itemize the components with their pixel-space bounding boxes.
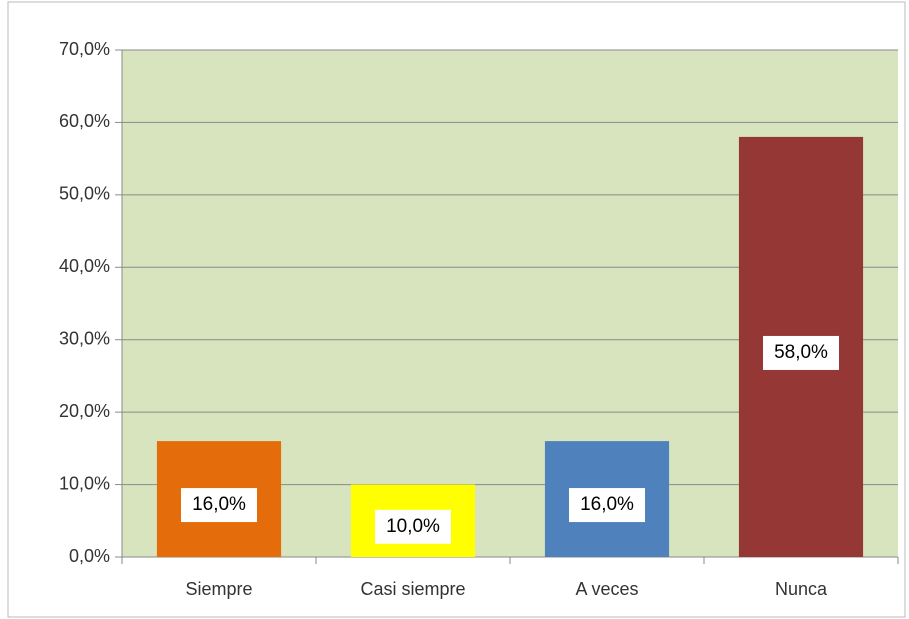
y-tick-label: 10,0% <box>59 473 110 493</box>
y-tick-label: 40,0% <box>59 256 110 276</box>
value-label-box <box>181 488 257 523</box>
y-tick-label: 60,0% <box>59 111 110 131</box>
y-tick-label: 0,0% <box>69 546 110 566</box>
x-tick-label: A veces <box>575 579 638 599</box>
value-label: 16,0% <box>192 494 246 515</box>
x-tick-label: Siempre <box>185 579 252 599</box>
value-label-box <box>375 509 451 544</box>
y-tick-label: 20,0% <box>59 401 110 421</box>
value-label-box <box>569 488 645 523</box>
x-tick-label: Casi siempre <box>360 579 465 599</box>
value-label: 10,0% <box>386 516 440 537</box>
value-label: 58,0% <box>774 342 828 363</box>
y-tick-label: 30,0% <box>59 328 110 348</box>
x-tick-label: Nunca <box>775 579 828 599</box>
y-tick-label: 50,0% <box>59 184 110 204</box>
y-tick-label: 70,0% <box>59 39 110 59</box>
value-label: 16,0% <box>580 494 634 515</box>
value-label-box <box>763 335 839 370</box>
